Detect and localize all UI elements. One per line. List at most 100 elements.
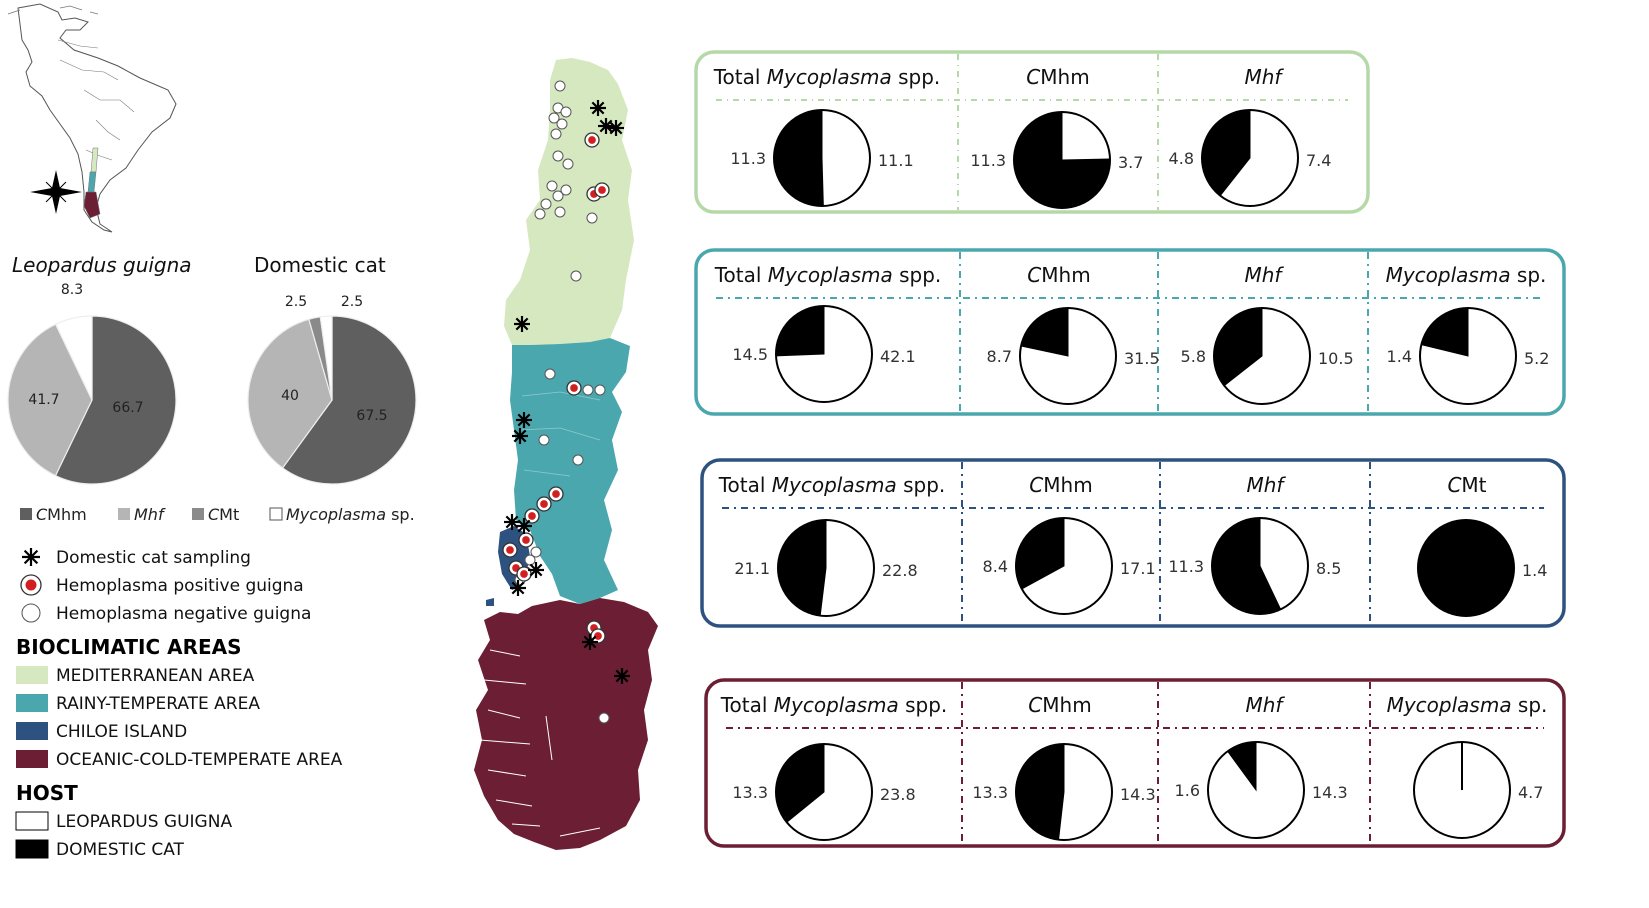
area-swatch [16,694,48,712]
asterisk-icon [22,548,40,566]
guigna-pie-title: Leopardus guigna [12,253,192,277]
negative-marker-icon [562,158,574,170]
prevalence-pie: 4.8 7.4 [1169,109,1331,207]
agent-legend-label: Mhf [134,505,166,524]
areas-title: BIOCLIMATIC AREAS [16,635,242,659]
inset-chile-oceanic [83,191,101,219]
domestic-pie-label: 2.5 [285,294,307,310]
pie-right-value: 5.2 [1524,349,1549,368]
prevalence-pie: 13.3 14.3 [972,743,1156,841]
panel-2: Total Mycoplasma spp. CMhm Mhf CMt 21.1 22.8 8… [700,458,1566,628]
guigna-pie-label: 41.7 [28,392,59,408]
pie-positive-slice [773,109,824,207]
negative-marker-icon [554,206,566,218]
pie-positive-slice [1213,307,1263,387]
negative-marker-icon [548,112,560,124]
negative-marker-icon [550,128,562,140]
agent-legend-label: CMhm [36,505,87,524]
pie-right-value: 8.5 [1316,559,1341,578]
country-borders [57,39,135,161]
negative-marker-icon [540,198,552,210]
pie-right-value: 11.1 [878,151,914,170]
guigna-pie-slice [54,315,177,485]
marker-legend-label: Hemoplasma negative guigna [56,604,311,624]
positive-marker-icon [594,182,610,198]
area-legend-label: CHILOE ISLAND [56,722,187,742]
panel-header: Mycoplasma sp. [1386,263,1547,287]
panel-header: Total Mycoplasma spp. [714,263,942,287]
pie-left-value: 13.3 [972,783,1008,802]
caribbean-outline [7,5,99,15]
positive-marker-icon [518,532,534,548]
prevalence-pie: 11.3 3.7 [970,111,1143,209]
pie-right-value: 3.7 [1118,153,1143,172]
species-pies: 66.7 41.7 8.3 67.5 40 2.5 2.5 [7,282,417,485]
area-legend-label: MEDITERRANEAN AREA [56,666,255,686]
panel-1: Total Mycoplasma spp. CMhm Mhf Mycoplasma s… [694,248,1566,416]
inset-chile-mediterranean [90,147,99,173]
pie-right-value: 10.5 [1318,349,1354,368]
prevalence-pie: 8.7 31.5 [987,307,1160,405]
panel-header: CMhm [1028,693,1091,717]
agent-legend-label: CMt [208,505,239,524]
pie-positive-slice [1226,741,1257,792]
region-chiloe-islet [486,598,494,606]
host-swatch [15,839,49,859]
panel-header: Mhf [1246,693,1286,717]
area-swatch [16,750,48,768]
domestic-cat-asterisk-icon [516,518,532,534]
domestic-pie-slice [319,315,333,401]
panel-header: CMt [1447,473,1486,497]
panel-header: CMhm [1026,65,1089,89]
domestic-cat-asterisk-icon [598,118,614,134]
negative-marker-icon [21,603,41,623]
pie-positive-slice [775,743,825,823]
domestic-cat-asterisk-icon [528,562,544,578]
negative-marker-icon [594,384,606,396]
prevalence-pie: 11.3 8.5 [1168,517,1341,615]
pie-positive-slice [1013,111,1111,209]
guigna-pie-label: 66.7 [112,400,143,416]
host-legend: LEOPARDUS GUIGNA DOMESTIC CAT [15,811,232,860]
prevalence-pie: 1.4 5.2 [1387,307,1549,405]
compass-rose-icon [30,170,82,214]
panel-header: CMhm [1029,473,1092,497]
pie-positive-slice [1420,307,1469,357]
agent-legend-label: Mycoplasma sp. [286,505,415,524]
pie-positive-slice [1015,517,1065,590]
pie-positive-slice [1418,520,1514,616]
panel-header: Total Mycoplasma spp. [720,693,948,717]
guigna-pie-slice [7,323,93,477]
panel-header: Total Mycoplasma spp. [713,65,941,89]
pie-left-value: 11.3 [970,151,1006,170]
panel-frame [704,678,1566,848]
negative-marker-icon [570,270,582,282]
negative-marker-icon [544,368,556,380]
pie-left-value: 13.3 [732,783,768,802]
guigna-pie-slice [54,315,93,401]
negative-marker-icon [586,212,598,224]
positive-marker-icon [516,566,532,582]
host-swatch [15,811,49,831]
pie-right-value: 7.4 [1306,151,1331,170]
agent-legend: CMhm Mhf CMt Mycoplasma sp. [20,505,415,524]
negative-marker-icon [530,546,542,558]
marker-legend: Domestic cat sampling Hemoplasma positive… [20,548,311,624]
negative-marker-icon [552,190,564,202]
pie-left-value: 8.4 [983,557,1008,576]
negative-marker-icon [556,118,568,130]
region-mediterranean [504,58,634,345]
region-oceanic-cold-temperate [474,598,658,850]
south-america-inset-map [7,3,177,233]
agent-swatch [192,508,204,520]
agent-swatch [20,508,32,520]
host-legend-label: DOMESTIC CAT [56,840,185,860]
panel-frame [700,458,1566,628]
guigna-pie-label: 8.3 [61,282,83,298]
pie-left-value: 4.8 [1169,149,1194,168]
domestic-cat-asterisk-icon [512,428,528,444]
negative-marker-icon [582,384,594,396]
chile-map [474,58,658,850]
panel-3: Total Mycoplasma spp. CMhm Mhf Mycoplasma s… [704,678,1566,848]
